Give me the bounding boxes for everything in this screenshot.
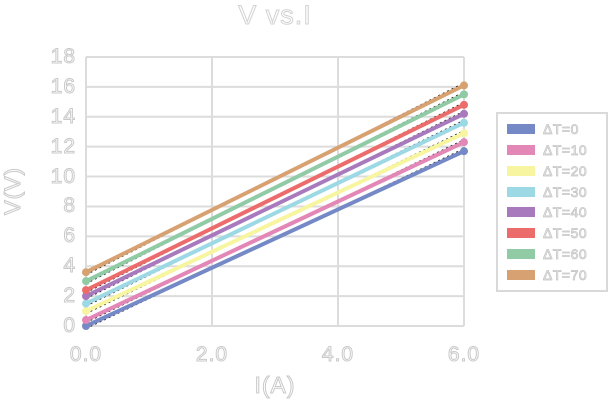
y-tick-label: 12	[50, 134, 76, 158]
data-point-marker	[82, 268, 90, 277]
x-tick-label: 2.0	[195, 343, 229, 367]
series-line-5	[84, 102, 466, 293]
data-point-marker	[460, 90, 468, 99]
x-tick-label: 0.0	[69, 343, 103, 367]
series-line-1	[84, 140, 466, 323]
series-line-7	[84, 83, 466, 275]
data-point-marker	[82, 286, 90, 295]
series-line-3	[84, 120, 466, 306]
legend-swatch-icon	[507, 248, 535, 259]
y-tick-label: 14	[50, 104, 76, 128]
y-tick-label: 0	[63, 314, 76, 338]
legend-item-6: ΔT=60	[507, 245, 602, 262]
series-line-6	[84, 92, 466, 284]
y-tick-label: 6	[63, 224, 76, 248]
x-axis-label: I(A)	[254, 372, 296, 399]
data-point-marker	[82, 299, 90, 308]
data-point-marker	[82, 277, 90, 286]
data-point-marker	[460, 81, 468, 90]
legend-swatch-icon	[507, 124, 535, 135]
data-point-marker	[460, 147, 468, 156]
data-point-marker	[460, 100, 468, 109]
legend-swatch-icon	[507, 207, 535, 218]
data-point-marker	[82, 322, 90, 330]
legend-item-7: ΔT=70	[507, 266, 602, 283]
y-tick-label: 10	[50, 164, 76, 188]
data-point-marker	[82, 316, 90, 325]
legend-swatch-icon	[507, 165, 535, 176]
legend-label: ΔT=10	[543, 142, 588, 159]
legend-swatch-icon	[507, 228, 535, 239]
legend-item-4: ΔT=40	[507, 204, 602, 221]
data-point-marker	[460, 138, 468, 147]
y-tick-label: 2	[63, 284, 76, 308]
y-tick-label: 8	[63, 194, 76, 218]
series-line-4	[84, 111, 466, 299]
y-tick-label: 16	[50, 74, 76, 98]
y-tick-label: 18	[50, 45, 76, 69]
data-point-marker	[460, 129, 468, 138]
legend-swatch-icon	[507, 269, 535, 280]
legend-swatch-icon	[507, 145, 535, 156]
x-tick-label: 6.0	[447, 343, 481, 367]
legend-label: ΔT=70	[543, 266, 588, 283]
legend: ΔT=0 ΔT=10 ΔT=20 ΔT=30 ΔT=40 ΔT=50 ΔT=60 ΔT=70	[496, 112, 608, 292]
data-point-marker	[460, 118, 468, 127]
data-point-marker	[460, 109, 468, 118]
legend-item-1: ΔT=10	[507, 142, 602, 159]
legend-label: ΔT=0	[543, 121, 579, 138]
chart-title: V vs.I	[238, 0, 312, 31]
legend-label: ΔT=20	[543, 162, 588, 179]
legend-label: ΔT=60	[543, 245, 588, 262]
x-tick-label: 4.0	[321, 343, 355, 367]
legend-label: ΔT=30	[543, 183, 588, 200]
legend-item-3: ΔT=30	[507, 183, 602, 200]
data-point-marker	[82, 292, 90, 301]
legend-item-2: ΔT=20	[507, 162, 602, 179]
legend-label: ΔT=40	[543, 204, 588, 221]
legend-label: ΔT=50	[543, 225, 588, 242]
series-line-2	[84, 131, 466, 314]
legend-item-5: ΔT=50	[507, 225, 602, 242]
series-line-0	[84, 149, 466, 328]
legend-item-0: ΔT=0	[507, 121, 602, 138]
y-tick-label: 4	[63, 254, 76, 278]
legend-swatch-icon	[507, 186, 535, 197]
data-point-marker	[82, 307, 90, 316]
